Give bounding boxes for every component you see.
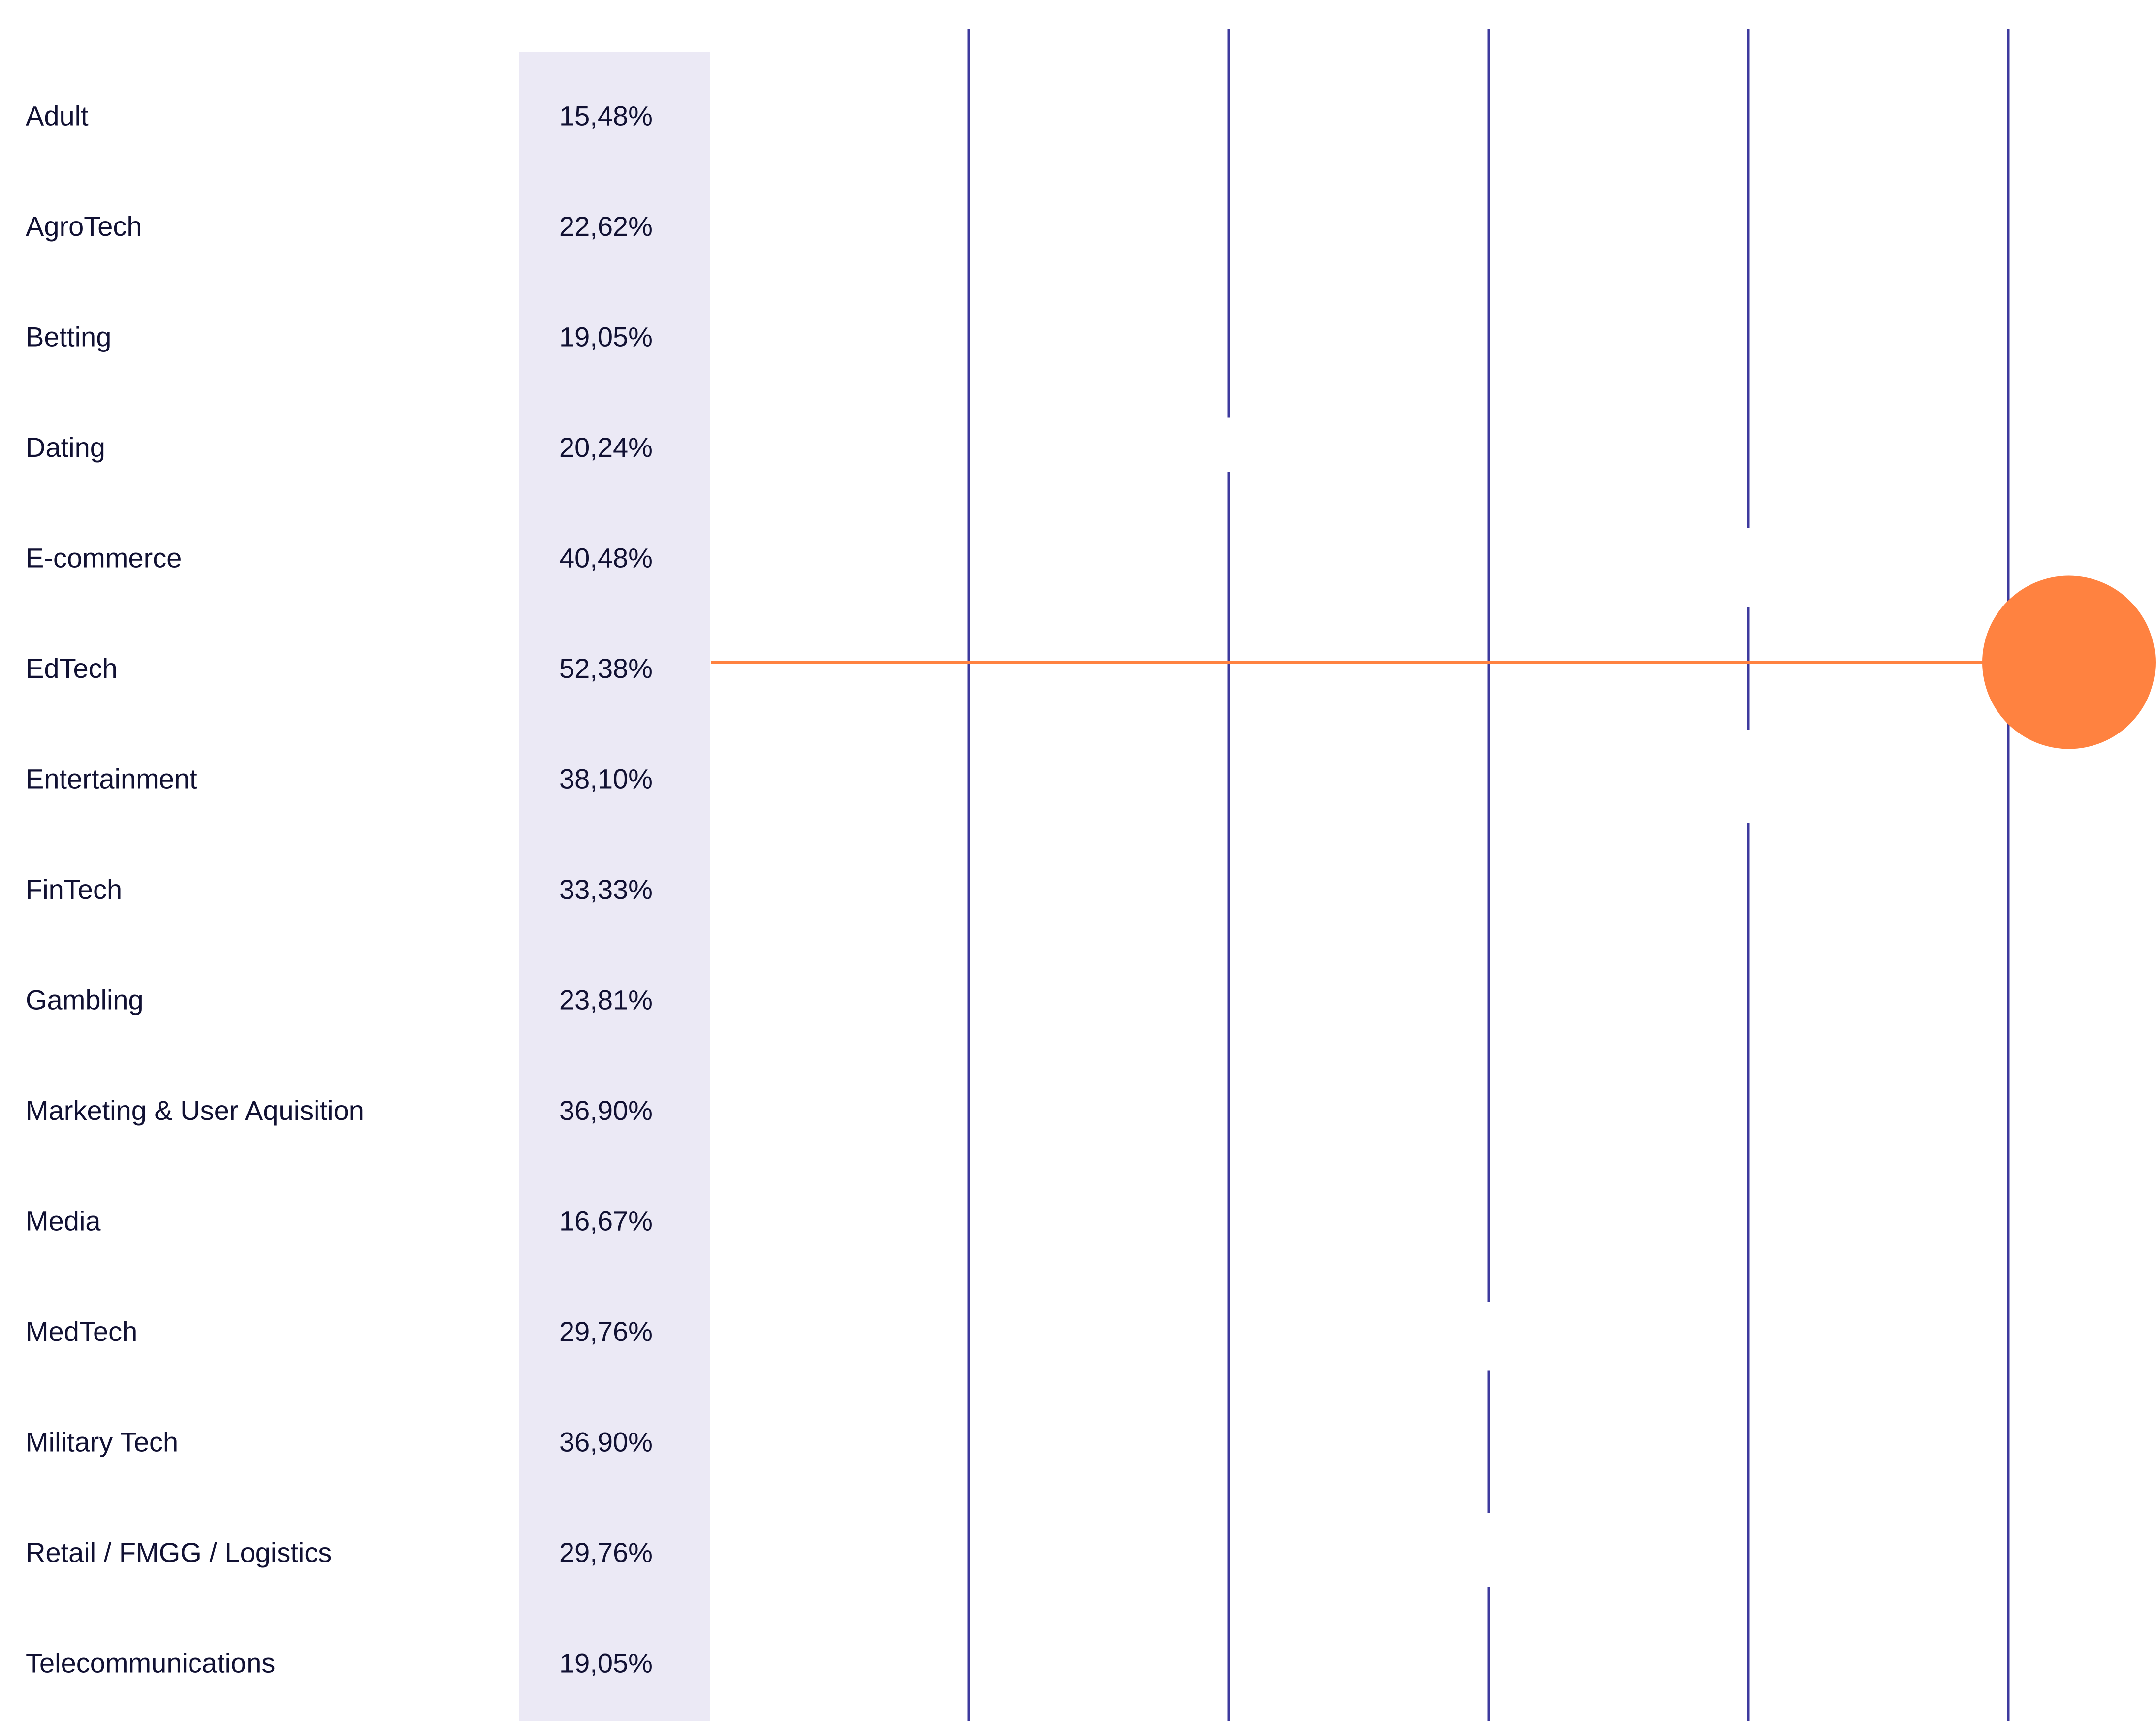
value-label: 15,48% [559, 100, 653, 131]
highlight-layer [711, 575, 2156, 749]
value-labels: 15,48% 22,62% 19,05% 20,24% 40,48% 52,38% 38,1… [559, 100, 653, 1679]
value-label: 29,76% [559, 1537, 653, 1568]
category-label: Gambling [26, 985, 144, 1016]
value-label: 52,38% [559, 653, 653, 684]
value-label: 33,33% [559, 874, 653, 905]
value-label: 16,67% [559, 1206, 653, 1237]
grid-lines [967, 29, 2010, 1721]
value-label: 40,48% [559, 542, 653, 574]
category-label: AgroTech [26, 211, 142, 242]
category-label: Entertainment [26, 764, 197, 795]
category-label: FinTech [26, 874, 122, 905]
category-label: E-commerce [26, 542, 182, 574]
category-labels: Adult AgroTech Betting Dating E-commerce EdTe… [26, 100, 364, 1679]
category-label: Military Tech [26, 1427, 178, 1458]
value-label: 19,05% [559, 1648, 653, 1679]
category-label: Media [26, 1206, 101, 1237]
category-label: Adult [26, 100, 89, 131]
value-column-background [519, 52, 710, 1721]
value-label: 23,81% [559, 985, 653, 1016]
category-label: Marketing & User Aquisition [26, 1095, 364, 1126]
value-label: 36,90% [559, 1427, 653, 1458]
value-label: 36,90% [559, 1095, 653, 1126]
category-label: Dating [26, 432, 105, 463]
category-label: Retail / FMGG / Logistics [26, 1537, 332, 1568]
category-label: Telecommunications [26, 1648, 275, 1679]
value-label: 38,10% [559, 764, 653, 795]
category-label: EdTech [26, 653, 118, 684]
category-label: MedTech [26, 1316, 137, 1347]
highlight-marker [1982, 575, 2156, 749]
value-label: 22,62% [559, 211, 653, 242]
value-label: 29,76% [559, 1316, 653, 1347]
category-label: Betting [26, 321, 111, 352]
value-label: 19,05% [559, 321, 653, 352]
value-label: 20,24% [559, 432, 653, 463]
